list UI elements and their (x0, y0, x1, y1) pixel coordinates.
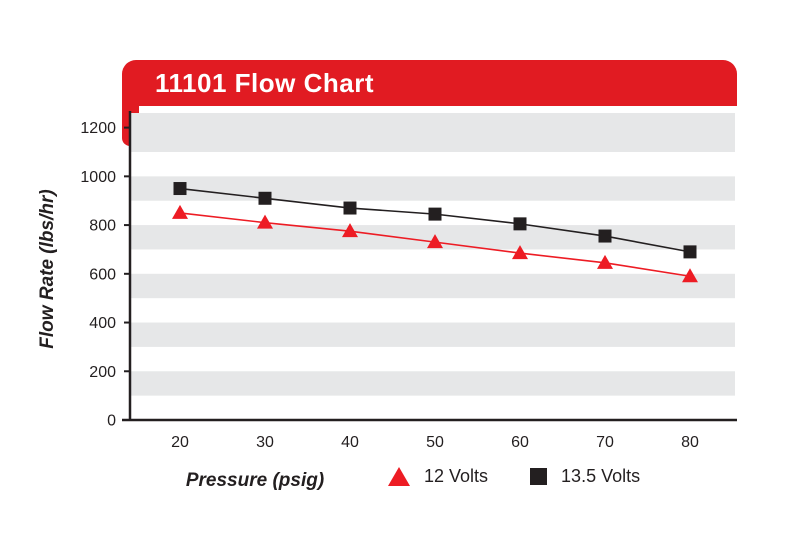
legend-label-13-5-volts: 13.5 Volts (561, 466, 641, 486)
triangle-data-marker (427, 234, 443, 249)
y-tick-label: 200 (89, 364, 116, 381)
square-data-marker (428, 207, 442, 221)
plot-stripe-band (131, 371, 735, 396)
x-tick-label: 40 (341, 434, 359, 451)
chart-header-banner: 11101 Flow Chart (122, 60, 737, 106)
triangle-data-marker (257, 214, 273, 229)
legend-item-13-5-volts: 13.5 Volts (530, 466, 640, 487)
triangle-data-marker (597, 254, 613, 269)
square-data-marker (173, 182, 187, 196)
chart-title: 11101 Flow Chart (155, 68, 374, 98)
plot-stripe-band (131, 113, 735, 152)
triangle-marker-icon (388, 467, 410, 486)
triangle-data-marker (342, 223, 358, 238)
x-tick-label: 20 (171, 434, 189, 451)
y-tick-label: 0 (107, 413, 116, 430)
y-tick-label: 400 (89, 315, 116, 332)
legend-label-12-volts: 12 Volts (424, 466, 489, 486)
triangle-data-marker (512, 245, 528, 260)
triangle-data-marker (682, 268, 698, 283)
x-tick-label: 50 (426, 434, 444, 451)
square-data-marker (258, 191, 272, 205)
x-tick-label: 80 (681, 434, 699, 451)
square-data-marker (683, 245, 697, 259)
x-axis-title: Pressure (psig) (185, 470, 325, 491)
x-tick-label: 70 (596, 434, 614, 451)
y-tick-label: 1200 (80, 120, 116, 137)
x-tick-label: 60 (511, 434, 529, 451)
chart-legend: 12 Volts 13.5 Volts (388, 466, 640, 487)
plot-stripe-band (131, 176, 735, 201)
y-tick-label: 1000 (80, 169, 116, 186)
square-data-marker (598, 229, 612, 243)
legend-item-12-volts: 12 Volts (388, 466, 488, 487)
square-data-marker (513, 217, 527, 231)
y-tick-label: 600 (89, 266, 116, 283)
plot-stripe-band (131, 322, 735, 347)
y-axis-title: Flow Rate (lbs/hr) (37, 189, 58, 349)
square-data-marker (343, 201, 357, 215)
triangle-data-marker (172, 204, 188, 219)
x-tick-label: 30 (256, 434, 274, 451)
square-marker-icon (530, 468, 548, 485)
y-tick-label: 800 (89, 218, 116, 235)
plot-stripe-band (131, 273, 735, 299)
